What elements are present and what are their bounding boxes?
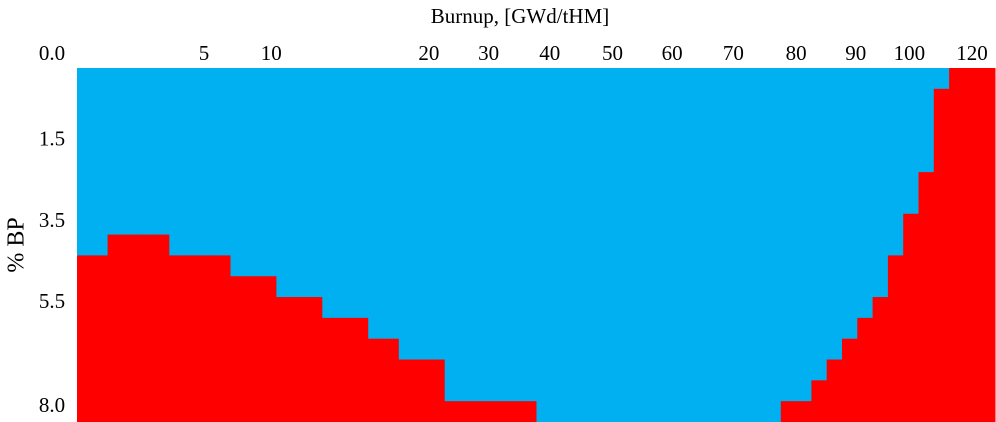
x-tick-label: 40 bbox=[539, 41, 560, 65]
region-column bbox=[811, 380, 828, 422]
region-column bbox=[903, 213, 919, 422]
region-column bbox=[275, 297, 292, 422]
region-column bbox=[428, 359, 445, 422]
region-column bbox=[398, 359, 415, 422]
region-column bbox=[153, 234, 170, 422]
region-column bbox=[918, 172, 935, 422]
region-column bbox=[949, 68, 965, 422]
y-tick-label: 3.5 bbox=[39, 208, 65, 232]
x-tick-label: 80 bbox=[786, 41, 807, 65]
x-tick-label: 70 bbox=[723, 41, 744, 65]
x-tick-label: 10 bbox=[261, 41, 282, 65]
region-column bbox=[245, 276, 262, 422]
region-column bbox=[857, 317, 874, 422]
region-column bbox=[77, 255, 93, 422]
region-column bbox=[780, 401, 797, 422]
x-tick-label: 20 bbox=[418, 41, 439, 65]
region-column bbox=[490, 401, 506, 422]
region-column bbox=[230, 276, 246, 422]
region-column bbox=[887, 255, 904, 422]
region-column bbox=[138, 234, 154, 422]
region-column bbox=[826, 359, 843, 422]
region-column bbox=[872, 297, 889, 422]
region-column bbox=[383, 338, 399, 422]
region-column bbox=[474, 401, 491, 422]
region-column bbox=[337, 317, 353, 422]
x-tick-label: 120 bbox=[956, 41, 988, 65]
y-tick-label: 0.0 bbox=[39, 41, 65, 65]
region-column bbox=[505, 401, 522, 422]
region-column bbox=[168, 255, 185, 422]
region-column bbox=[933, 88, 950, 422]
x-tick-label: 100 bbox=[894, 41, 926, 65]
region-column bbox=[260, 276, 277, 422]
region-column bbox=[459, 401, 476, 422]
region-column bbox=[184, 255, 200, 422]
region-column bbox=[214, 255, 231, 422]
region-column bbox=[964, 68, 981, 422]
region-column bbox=[979, 68, 996, 422]
region-column bbox=[122, 234, 139, 422]
region-column bbox=[796, 401, 812, 422]
region-column bbox=[413, 359, 430, 422]
x-tick-label: 50 bbox=[602, 41, 623, 65]
region-column bbox=[520, 401, 537, 422]
region-column bbox=[352, 317, 369, 422]
y-tick-label: 5.5 bbox=[39, 289, 65, 313]
region-column bbox=[107, 234, 124, 422]
y-tick-label: 8.0 bbox=[39, 393, 65, 417]
region-column bbox=[444, 401, 460, 422]
x-tick-label: 30 bbox=[478, 41, 499, 65]
region-column bbox=[306, 297, 323, 422]
region-column bbox=[321, 317, 338, 422]
region-column bbox=[92, 255, 109, 422]
region-column bbox=[842, 338, 858, 422]
region-column bbox=[199, 255, 216, 422]
y-axis-label: % BP bbox=[4, 217, 30, 272]
region-column bbox=[367, 338, 384, 422]
x-tick-label: 90 bbox=[845, 41, 866, 65]
x-tick-label: 60 bbox=[662, 41, 683, 65]
region-column bbox=[291, 297, 307, 422]
y-tick-label: 1.5 bbox=[39, 127, 65, 151]
x-tick-label: 5 bbox=[199, 41, 210, 65]
chart-title: Burnup, [GWd/tHM] bbox=[431, 4, 609, 28]
